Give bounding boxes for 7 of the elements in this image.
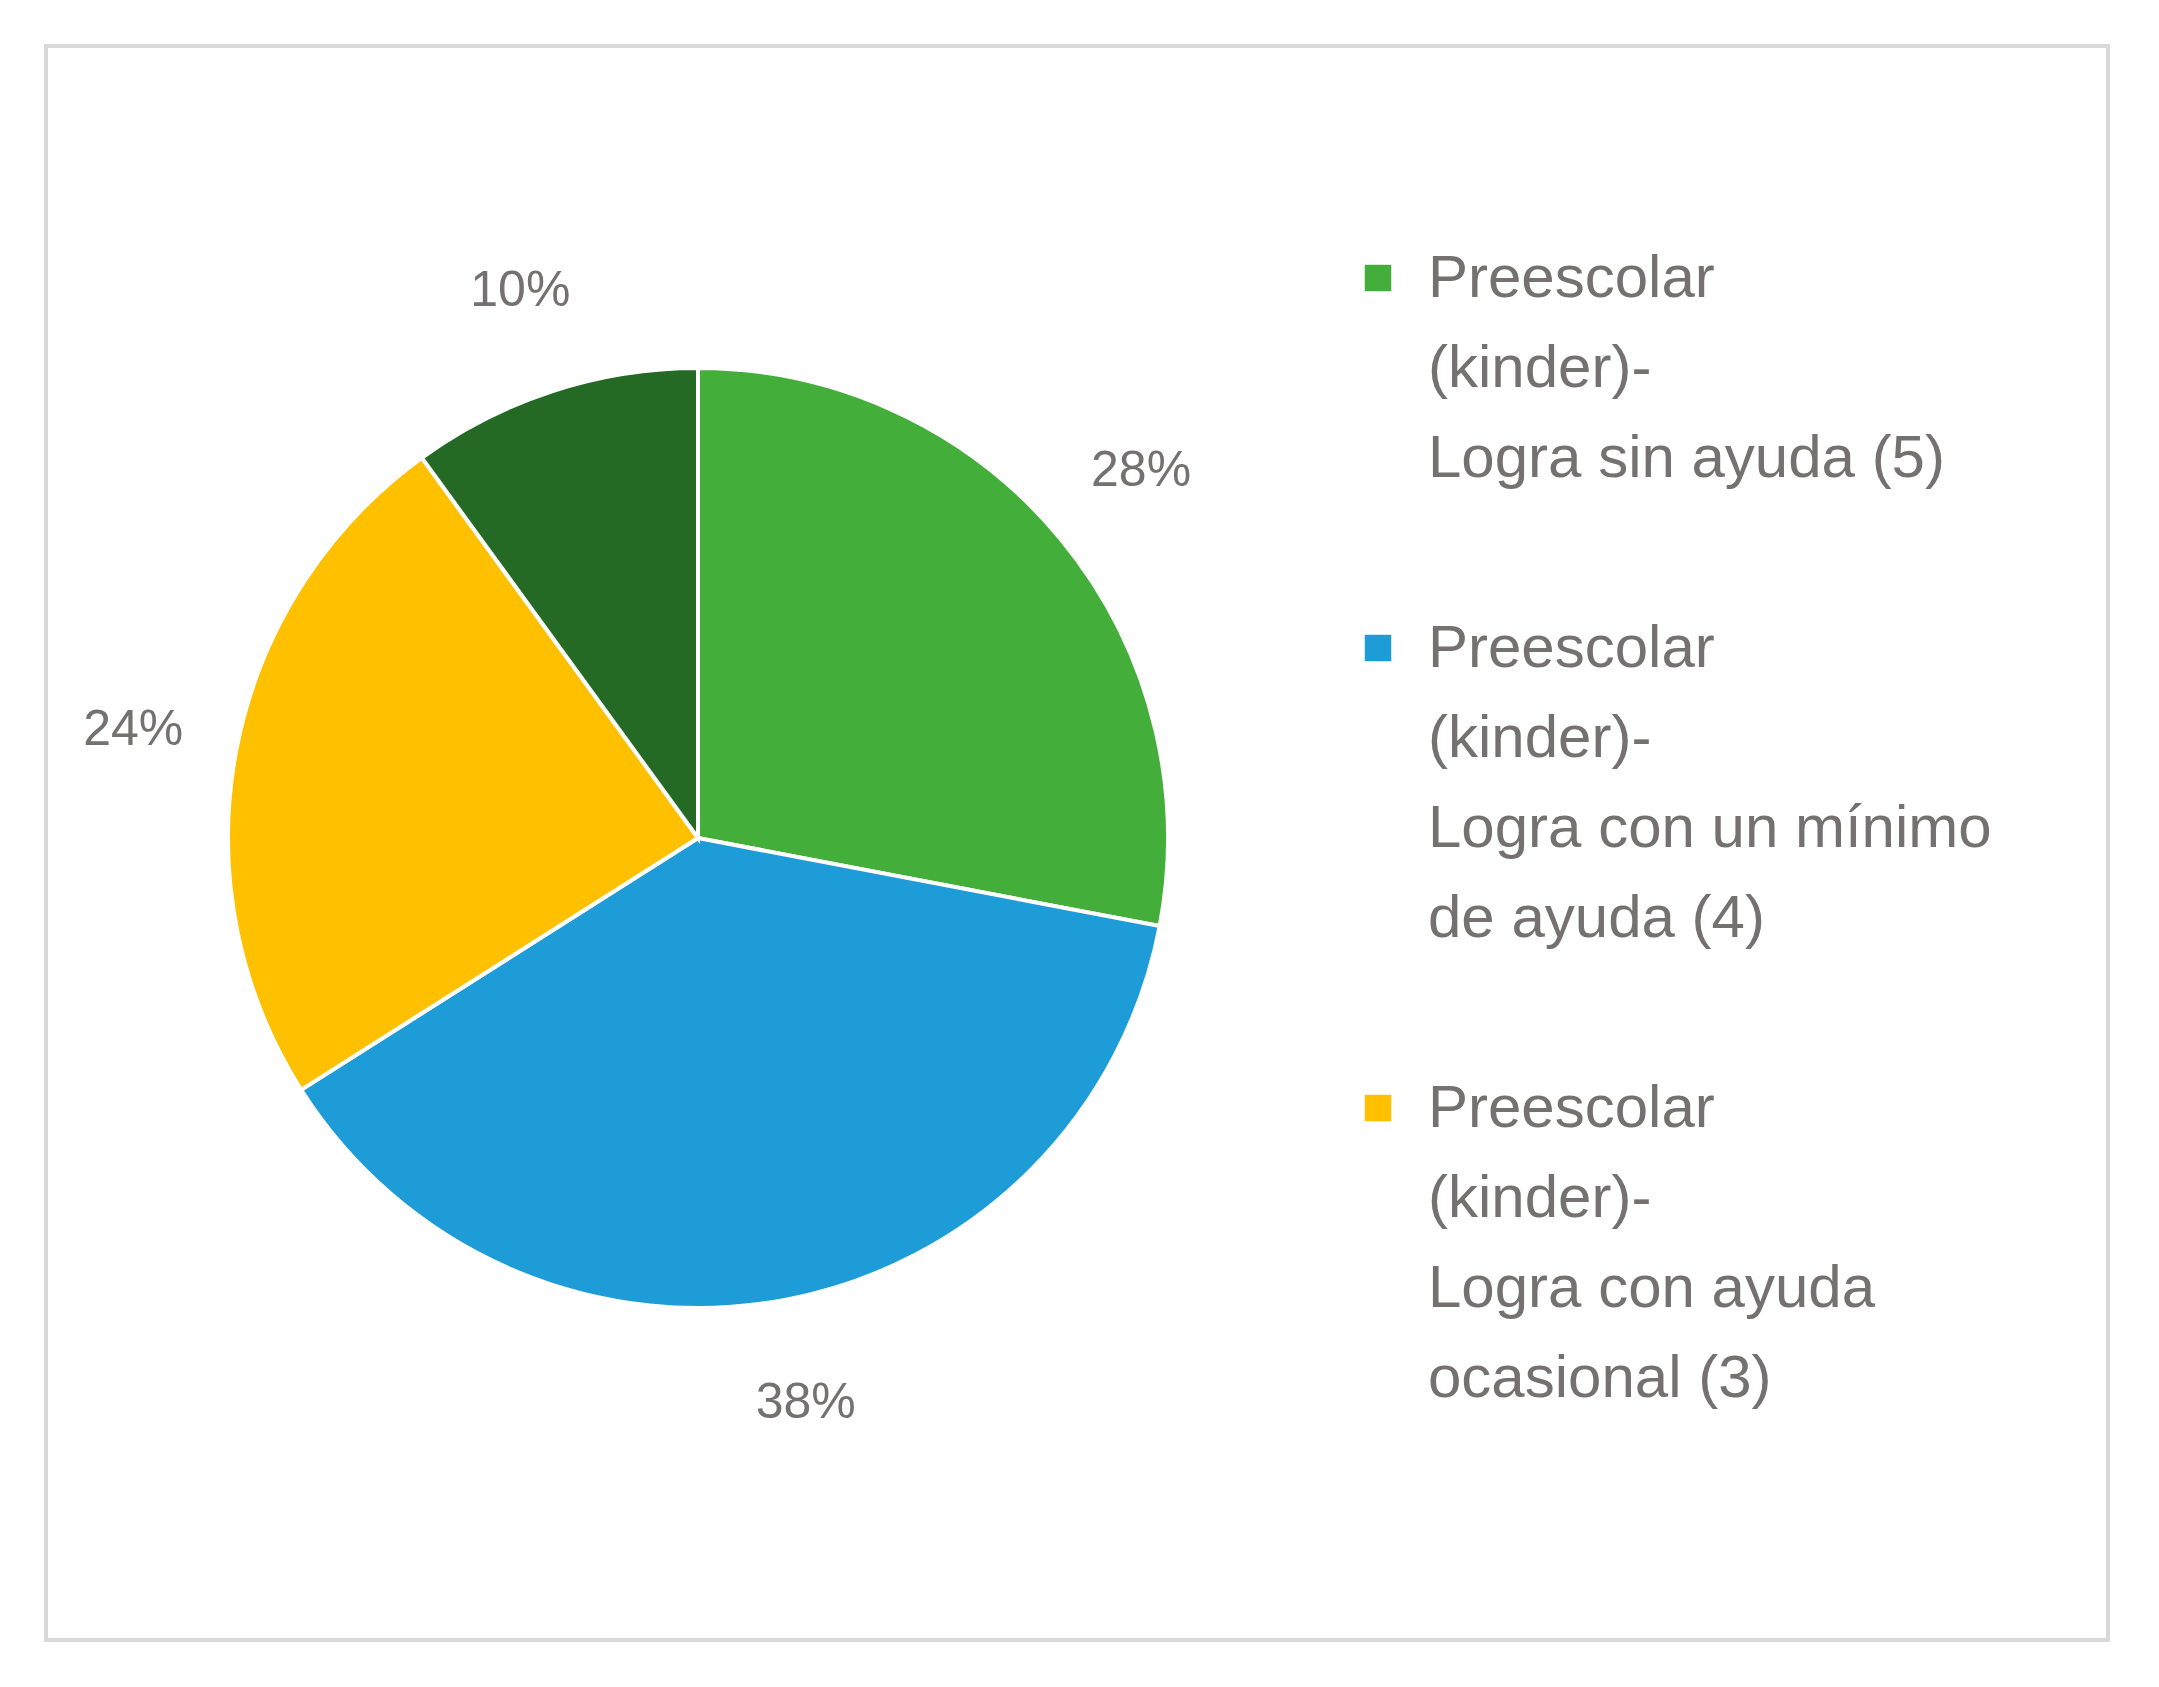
legend-label: Preescolar (kinder)-Logra con un mínimo de ayuda (4) (1428, 613, 1992, 950)
data-label: 10% (470, 261, 571, 318)
data-label: 24% (83, 700, 184, 757)
legend-label: Preescolar (kinder)-Logra con ayuda ocasional (3) (1428, 1073, 1876, 1410)
data-label: 28% (1091, 441, 1192, 498)
data-label: 38% (755, 1372, 856, 1429)
legend-label: Preescolar (kinder)-Logra sin ayuda (5) (1428, 243, 1945, 490)
